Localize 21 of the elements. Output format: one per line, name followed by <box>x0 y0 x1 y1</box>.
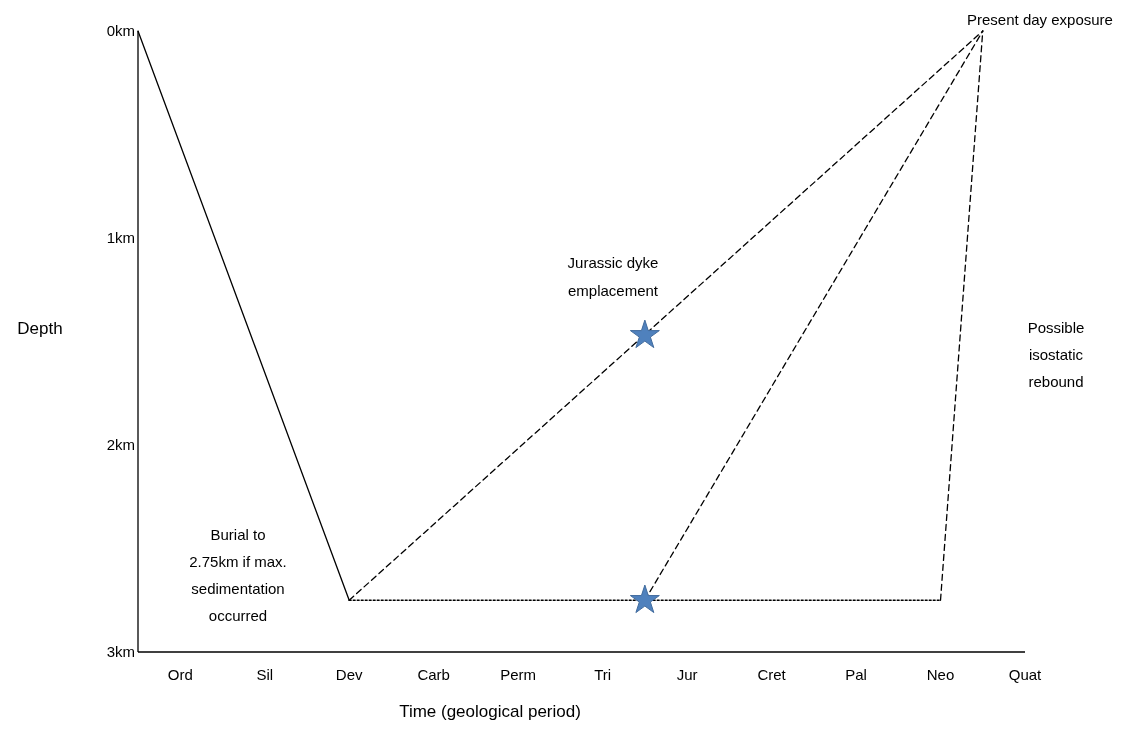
x-tick-label: Neo <box>926 666 955 683</box>
x-tick-label: Quat <box>1008 666 1043 683</box>
x-tick-label: Sil <box>256 666 274 683</box>
y-axis-title: Depth <box>17 318 63 338</box>
y-tick-label: 2km <box>106 436 135 454</box>
x-tick-label: Jur <box>676 666 698 683</box>
annotation: Jurassic dyke emplacement <box>567 254 659 299</box>
x-tick-label: Perm <box>500 666 537 683</box>
x-axis-title: Time (geological period) <box>399 702 581 721</box>
x-tick-label: Cret <box>757 666 787 683</box>
annotation: Burial to 2.75km if max. sedimentation occurred <box>189 526 287 624</box>
text: Possible isostatic rebound <box>1027 319 1085 390</box>
x-tick-label: Tri <box>594 666 612 683</box>
x-tick-label: Pal <box>845 666 867 683</box>
y-tick-label: 3km <box>106 643 135 661</box>
y-tick-label: 1km <box>106 229 135 247</box>
x-tick-label: Carb <box>417 666 450 683</box>
y-tick-label: 0km <box>106 22 135 40</box>
text: Present day exposure <box>967 11 1113 28</box>
x-tick-label: Ord <box>167 666 193 683</box>
x-tick-label: Dev <box>335 666 364 683</box>
